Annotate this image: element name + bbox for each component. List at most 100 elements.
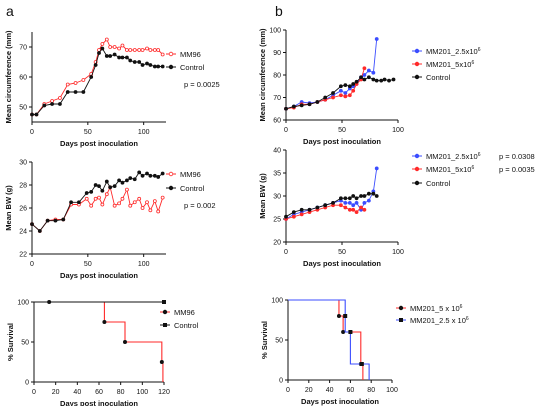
data-point bbox=[50, 102, 54, 106]
data-point bbox=[347, 207, 352, 212]
data-point bbox=[89, 189, 94, 194]
y-tick-label: 35 bbox=[273, 171, 281, 178]
x-tick-label: 20 bbox=[305, 387, 313, 394]
data-point bbox=[156, 209, 161, 214]
y-tick-label: 100 bbox=[17, 300, 29, 307]
data-point bbox=[338, 203, 343, 208]
data-point bbox=[137, 170, 142, 175]
data-point bbox=[42, 103, 47, 108]
x-axis-label: Days post inoculation bbox=[60, 399, 138, 406]
data-point bbox=[315, 100, 320, 104]
data-point bbox=[315, 205, 320, 210]
data-point bbox=[137, 48, 142, 52]
data-point bbox=[125, 178, 129, 183]
legend-label: MM96 bbox=[180, 50, 201, 59]
survival-step-line bbox=[288, 299, 364, 380]
x-tick-label: 100 bbox=[136, 389, 148, 396]
data-point bbox=[132, 48, 137, 52]
data-point bbox=[374, 78, 379, 83]
data-point bbox=[284, 106, 288, 111]
data-point bbox=[100, 42, 105, 46]
data-point bbox=[359, 205, 363, 210]
legend-label-text: MM201_5x10 bbox=[426, 60, 471, 69]
legend-entry-1: MM96 bbox=[160, 308, 195, 317]
series-1 bbox=[288, 299, 364, 380]
data-point bbox=[366, 75, 371, 80]
legend-marker bbox=[168, 185, 174, 191]
data-point bbox=[137, 60, 142, 64]
data-point bbox=[374, 166, 379, 171]
data-point bbox=[100, 46, 105, 51]
data-point bbox=[391, 77, 396, 82]
legend-marker bbox=[414, 153, 420, 159]
censor-mark bbox=[359, 362, 364, 366]
data-point bbox=[152, 48, 157, 52]
data-point bbox=[359, 194, 363, 198]
data-point bbox=[354, 196, 359, 201]
y-tick-label: 50 bbox=[19, 105, 27, 112]
x-tick-label: 0 bbox=[30, 261, 34, 268]
x-tick-label: 0 bbox=[286, 387, 290, 394]
data-point bbox=[362, 73, 367, 77]
censor-mark bbox=[348, 330, 353, 334]
p-value: p = 0.0308 bbox=[499, 152, 535, 161]
data-point bbox=[291, 104, 296, 109]
y-axis-label: Mean BW (g) bbox=[258, 173, 267, 219]
data-point bbox=[351, 207, 356, 212]
data-point bbox=[73, 90, 78, 94]
y-tick-label: 60 bbox=[273, 118, 281, 125]
y-tick-label: 50 bbox=[275, 338, 283, 345]
y-tick-label: 28 bbox=[19, 183, 27, 190]
data-point bbox=[347, 84, 352, 89]
data-point bbox=[140, 173, 145, 178]
data-point bbox=[343, 205, 348, 210]
data-point bbox=[156, 175, 161, 179]
data-point bbox=[145, 46, 149, 51]
data-point bbox=[120, 180, 125, 185]
chart-b-3: 0 20 40 60 80 100 0 50 100 Days post inoculation%… bbox=[260, 298, 469, 406]
data-point bbox=[152, 199, 157, 204]
data-point bbox=[152, 173, 157, 178]
legend-entry-3: Control bbox=[412, 73, 451, 82]
x-axis-label: Days post inoculation bbox=[303, 259, 381, 268]
p-value: p = 0.0025 bbox=[184, 80, 220, 89]
legend-entry-2: Control bbox=[166, 184, 205, 193]
data-point bbox=[117, 178, 121, 183]
legend-label-text: MM201_2.5x10 bbox=[426, 152, 478, 161]
data-point bbox=[65, 82, 70, 87]
legend-marker bbox=[168, 64, 174, 70]
data-point bbox=[343, 83, 348, 88]
data-point bbox=[351, 203, 356, 208]
legend-marker bbox=[414, 74, 420, 80]
x-axis-label: Days post inoculation bbox=[301, 397, 379, 406]
data-point bbox=[77, 200, 81, 205]
x-tick-label: 50 bbox=[338, 127, 346, 134]
legend-marker bbox=[399, 318, 403, 322]
legend-label: MM201_5x106 bbox=[426, 165, 474, 174]
data-point bbox=[89, 75, 94, 79]
y-axis-label: % Survival bbox=[6, 323, 15, 361]
data-point bbox=[323, 95, 328, 100]
legend-label-text: MM96 bbox=[174, 308, 195, 317]
data-point bbox=[379, 78, 384, 83]
data-point bbox=[117, 201, 121, 206]
data-point bbox=[128, 176, 133, 181]
data-point bbox=[128, 48, 133, 52]
legend-entry-2: MM201_5x106 bbox=[412, 60, 474, 69]
data-point bbox=[97, 51, 101, 55]
legend-entry-1: MM96 bbox=[166, 170, 201, 179]
y-tick-label: 70 bbox=[273, 95, 281, 102]
data-point bbox=[132, 177, 137, 182]
data-point bbox=[37, 229, 42, 233]
y-tick-label: 70 bbox=[19, 45, 27, 52]
data-point bbox=[331, 95, 335, 100]
legend-entry-2: Control bbox=[166, 63, 205, 72]
series-2 bbox=[288, 299, 370, 380]
x-axis-label: Days post inoculation bbox=[303, 137, 381, 146]
legend-label: MM201_2.5 x 106 bbox=[410, 316, 469, 325]
legend-marker bbox=[163, 323, 167, 327]
data-point bbox=[343, 200, 348, 205]
legend-label: Control bbox=[426, 73, 451, 82]
censor-mark bbox=[123, 340, 127, 344]
panel-a-letter: a bbox=[6, 3, 14, 19]
